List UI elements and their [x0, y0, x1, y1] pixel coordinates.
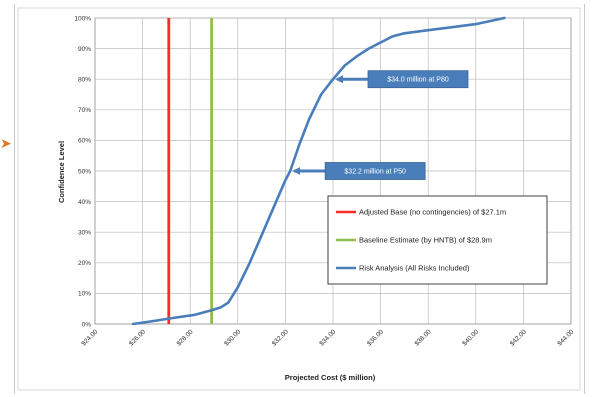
callouts: $34.0 million at P80 $32.2 million at P50	[292, 70, 469, 180]
frame-right-border	[584, 4, 585, 394]
callout-label: $32.2 million at P50	[344, 169, 406, 176]
legend-box	[327, 195, 548, 285]
legend-entry-label: Risk Analysis (All Risks Included)	[359, 264, 470, 273]
y-tick-label: 0%	[82, 321, 92, 328]
y-tick-label: 80%	[78, 77, 91, 84]
legend-entry-label: Adjusted Base (no contingencies) of $27.…	[359, 208, 506, 217]
y-tick-label: 60%	[78, 138, 91, 145]
y-tick-label: 10%	[78, 291, 91, 298]
series-group	[131, 16, 506, 326]
y-tick-label: 90%	[78, 46, 91, 53]
accent-arrow-icon: ➤	[0, 135, 12, 151]
y-tick-label: 70%	[78, 107, 91, 114]
legend-entry-label: Baseline Estimate (by HNTB) of $28.9m	[359, 236, 492, 245]
risk-analysis-curve	[131, 16, 506, 326]
callout-box	[367, 70, 469, 89]
frame-left-border	[14, 4, 15, 394]
y-axis-ticks: 0% 10% 20% 30% 40% 50% 60% 70% 80% 90% 100%	[74, 15, 91, 328]
y-tick-label: 20%	[78, 260, 91, 267]
callout-box	[324, 162, 426, 180]
y-tick-label: 100%	[74, 15, 91, 22]
y-tick-label: 50%	[78, 168, 91, 175]
callout-label: $34.0 million at P80	[387, 77, 449, 84]
y-tick-label: 30%	[78, 230, 91, 237]
y-axis-title: Confidence Level	[57, 141, 66, 203]
x-axis-title: Projected Cost ($ million)	[285, 373, 376, 382]
y-tick-label: 40%	[78, 199, 91, 206]
legend: Adjusted Base (no contingencies) of $27.…	[327, 195, 548, 285]
